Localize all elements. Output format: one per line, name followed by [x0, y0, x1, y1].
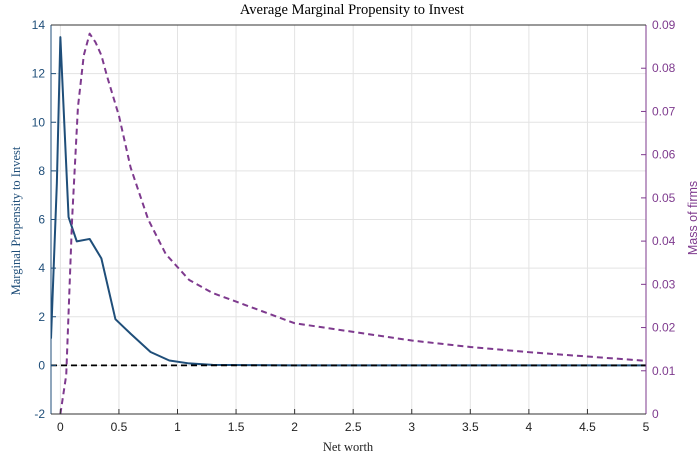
x-axis-label: Net worth — [323, 440, 374, 454]
x-tick-label: 3.5 — [462, 420, 479, 434]
mass-of-firms-line — [59, 32, 646, 414]
y-right-tick-label: 0.03 — [652, 277, 676, 291]
grid-lines — [51, 24, 647, 415]
y-right-tick-label: 0.08 — [652, 61, 676, 75]
axes: 0 0.5 1 1.5 2 2.5 3 3.5 4 4.5 5 -2 0 2 4 6 8 10 12 14 0 0.01 0… — [32, 18, 676, 434]
y-left-tick-label: 10 — [32, 115, 46, 129]
x-tick-label: 2 — [291, 420, 298, 434]
x-tick-label: 2.5 — [345, 420, 362, 434]
y-right-axis-label: Mass of firms — [686, 181, 697, 255]
x-tick-label: 5 — [643, 420, 650, 434]
y-left-tick-label: 12 — [32, 67, 46, 81]
x-tick-label: 0 — [57, 420, 64, 434]
x-tick-label: 4.5 — [579, 420, 596, 434]
y-left-axis-label: Marginal Propensity to Invest — [9, 146, 23, 295]
y-right-tick-label: 0 — [652, 407, 659, 421]
y-right-tick-label: 0.04 — [652, 234, 676, 248]
y-left-tick-label: 8 — [38, 164, 45, 178]
chart-title: Average Marginal Propensity to Invest — [240, 2, 464, 18]
y-left-tick-label: 14 — [32, 18, 46, 32]
x-tick-label: 0.5 — [111, 420, 128, 434]
y-left-tick-label: 0 — [38, 358, 45, 372]
x-tick-label: 1 — [174, 420, 181, 434]
y-left-tick-label: -2 — [34, 407, 45, 421]
y-right-tick-label: 0.05 — [652, 191, 676, 205]
x-tick-label: 4 — [526, 420, 533, 434]
y-right-tick-label: 0.07 — [652, 104, 676, 118]
y-left-tick-label: 2 — [38, 310, 45, 324]
y-right-tick-label: 0.09 — [652, 18, 676, 32]
x-tick-label: 3 — [408, 420, 415, 434]
y-right-tick-label: 0.02 — [652, 321, 676, 335]
x-tick-label: 1.5 — [228, 420, 245, 434]
plot-series — [51, 32, 646, 414]
y-left-tick-label: 6 — [38, 213, 45, 227]
y-left-tick-label: 4 — [38, 261, 45, 275]
y-right-tick-label: 0.06 — [652, 148, 676, 162]
y-right-tick-label: 0.01 — [652, 364, 676, 378]
